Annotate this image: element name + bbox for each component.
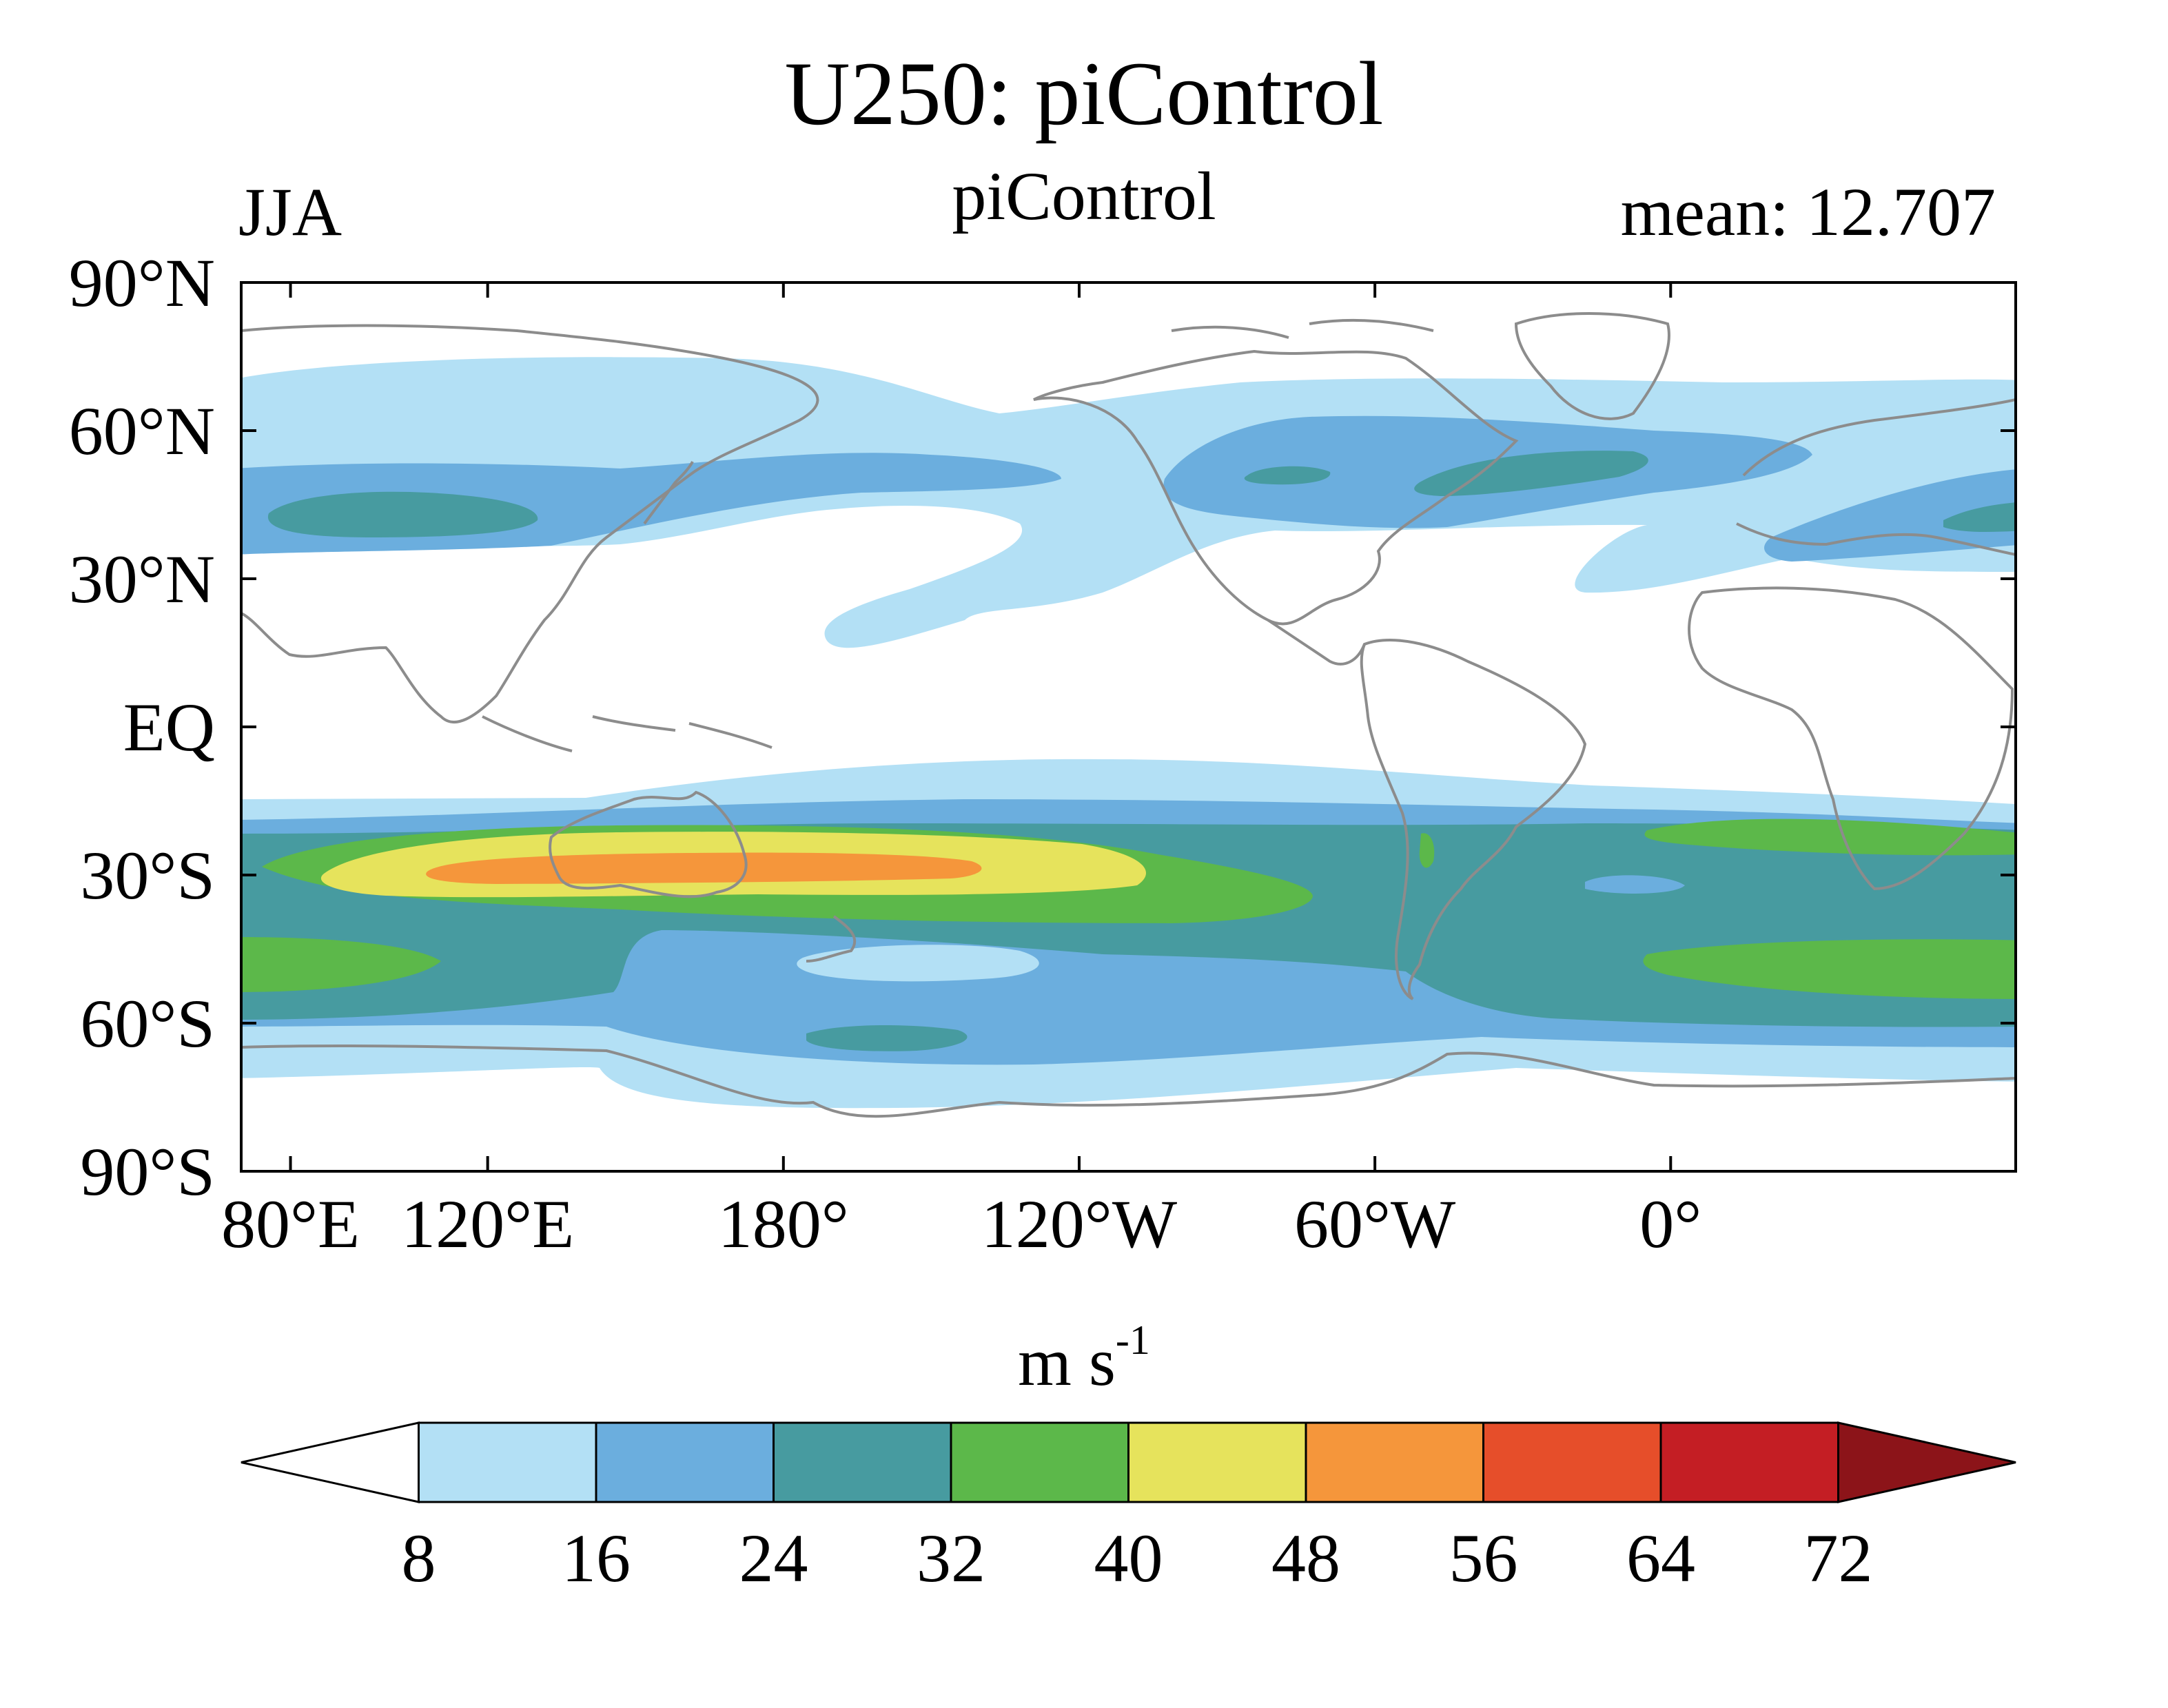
coast-greenland — [1514, 312, 1670, 420]
contour-sh-hole-16 — [797, 945, 1039, 982]
colorbar-swatch — [595, 1421, 775, 1503]
colorbar-level-label: 48 — [1271, 1520, 1340, 1596]
contour-nh-24-atlantic — [1414, 451, 1648, 496]
season-label: JJA — [238, 174, 342, 250]
longitude-axis: 80°E 120°E 180° 120°W 60°W 0° — [221, 282, 1701, 1262]
latitude-axis: 90°N 60°N 30°N EQ 30°S 60°S 90°S — [69, 245, 2016, 1210]
lon-tick-label: 0° — [1639, 1186, 1701, 1262]
colorbar-level-label: 24 — [739, 1520, 808, 1596]
experiment-subtitle: piControl — [952, 158, 1216, 234]
contour-nh-16-europe — [1764, 469, 2016, 562]
contour-sh-hole-atl — [1585, 875, 1685, 894]
colorbar-swatch — [773, 1421, 952, 1503]
lon-tick-label: 120°E — [401, 1186, 574, 1262]
contour-sh-48 — [426, 852, 982, 884]
coast-centralamerica — [1267, 619, 1366, 666]
contour-sh-32-atl-2 — [1643, 939, 2016, 999]
coast-eurasia — [241, 324, 819, 724]
colorbar-level-label: 56 — [1449, 1520, 1518, 1596]
coast-southamerica — [1360, 639, 1587, 1000]
colorbar-swatch — [1127, 1421, 1307, 1503]
contour-nh-24-asia — [267, 491, 538, 537]
coast-antarctica — [241, 1044, 2016, 1118]
colorbar-swatch — [1659, 1421, 1839, 1503]
coast-africa — [1688, 586, 2014, 891]
lat-tick-label: 90°N — [69, 245, 215, 321]
lat-tick-label: 60°S — [80, 985, 215, 1062]
contour-sh-32-atl-1 — [1644, 819, 2016, 856]
plot-title: U250: piControl — [784, 43, 1384, 144]
units-base: m s — [1018, 1324, 1116, 1400]
coast-arctic — [1171, 318, 1434, 339]
colorbar-extend-low — [241, 1421, 420, 1503]
units-exponent: -1 — [1115, 1317, 1150, 1363]
coast-japan — [643, 461, 694, 525]
colorbar-swatch — [1305, 1421, 1484, 1503]
colorbar-extend-high — [1837, 1421, 2016, 1503]
lat-tick-label: 30°S — [80, 837, 215, 914]
colorbar-tick-labels: 8 16 24 32 40 48 56 64 72 — [402, 1520, 1873, 1596]
contour-sh-32-west — [241, 937, 441, 992]
lat-tick-label: 30°N — [69, 541, 215, 617]
colorbar-level-label: 8 — [402, 1520, 436, 1596]
lon-tick-label: 60°W — [1294, 1186, 1456, 1262]
wind-contours — [241, 357, 2016, 1109]
lat-tick-label: EQ — [123, 689, 215, 765]
coast-indonesia — [482, 715, 773, 752]
coast-europe — [1736, 398, 2016, 556]
lon-tick-label: 120°W — [981, 1186, 1178, 1262]
colorbar-level-label: 64 — [1626, 1520, 1695, 1596]
colorbar-level-label: 32 — [917, 1520, 985, 1596]
lon-tick-label: 80°E — [221, 1186, 360, 1262]
contour-sh-32-sa — [1419, 833, 1435, 868]
coast-northamerica — [1033, 349, 1519, 626]
colorbar-level-label: 16 — [562, 1520, 631, 1596]
coastlines — [241, 312, 2016, 1118]
lon-tick-label: 180° — [718, 1186, 849, 1262]
colorbar — [241, 1421, 2016, 1503]
colorbar-level-label: 72 — [1804, 1520, 1873, 1596]
colorbar-swatch — [1482, 1421, 1662, 1503]
coast-newzealand — [806, 915, 857, 963]
colorbar-units: m s-1 — [0, 1319, 2168, 1397]
colorbar-level-label: 40 — [1094, 1520, 1163, 1596]
lat-tick-label: 60°N — [69, 393, 215, 469]
contour-sh-hole-24 — [806, 1025, 968, 1051]
mean-label: mean: 12.707 — [1620, 174, 1996, 250]
colorbar-swatch — [418, 1421, 597, 1503]
contour-nh-24-canada — [1244, 466, 1331, 485]
contour-nh-24-med — [1943, 502, 2016, 533]
lat-tick-label: 90°S — [80, 1133, 215, 1210]
colorbar-swatch — [950, 1421, 1129, 1503]
coast-australia — [549, 790, 748, 898]
